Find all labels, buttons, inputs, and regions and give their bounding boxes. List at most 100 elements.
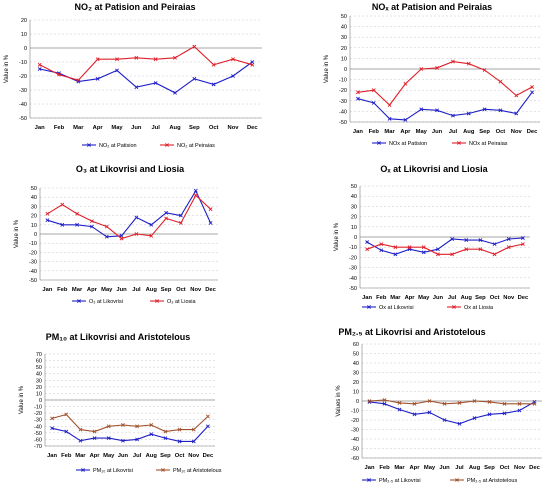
chart6-series-2-line	[369, 399, 535, 405]
chart3-series-2-point	[104, 224, 109, 229]
chart1-ytick-label: 10	[21, 32, 27, 38]
chart5-xtick-feb: Feb	[61, 453, 72, 459]
chart2-ytick-label: -30	[339, 99, 347, 105]
chart4-series-2-point	[520, 242, 525, 247]
chart2-ytick-label: -50	[339, 120, 347, 126]
chart4-xtick-feb: Feb	[376, 295, 387, 301]
chart4-ytick-label: 20	[351, 215, 357, 221]
chart6-ytick-label: 50	[353, 352, 359, 358]
chart1-title: NO₂ at Patision and Peiraias	[74, 2, 195, 12]
chart5-ytick-label: 20	[36, 385, 42, 391]
chart1-ytick-label: -40	[19, 102, 27, 108]
chart6-ytick-label: 40	[353, 361, 359, 367]
chart6-series-1-point	[427, 410, 432, 415]
chart5-series-2-point	[163, 429, 168, 434]
chart5-series-1-point	[191, 439, 196, 444]
chart2-xtick-aug: Aug	[463, 129, 475, 135]
chart5-series-2-point	[191, 427, 196, 432]
chart6-series-1-legend-marker	[367, 478, 371, 482]
chart6-ytick-label: 10	[353, 390, 359, 396]
chart5-series-2-point	[149, 423, 154, 427]
chart1-series-2-point	[76, 78, 81, 83]
chart6-series-2-point	[532, 401, 537, 406]
chart6-xtick-apr: Apr	[410, 465, 421, 471]
chart4-xtick-nov: Nov	[503, 295, 515, 301]
chart6-xtick-jun: Jun	[439, 465, 450, 471]
chart3-series-1-point	[208, 221, 213, 225]
chart5-ytick-label: 60	[36, 359, 42, 365]
chart3-xtick-dec: Dec	[205, 287, 216, 293]
chart2-series-1-point	[371, 101, 376, 105]
chart4-series-1-point	[506, 237, 511, 241]
chart3-xtick-aug: Aug	[146, 287, 158, 293]
chart3-xtick-jun: Jun	[116, 287, 127, 293]
chart4-series-1-point	[365, 240, 370, 245]
chart3-series-1-point	[45, 218, 50, 223]
chart2-title: NOₓ at Patision and Peiraias	[372, 2, 492, 12]
chart2-xtick-jul: Jul	[449, 129, 458, 135]
chart2-series-2-point	[435, 66, 440, 70]
chart3-series-1-point	[178, 213, 183, 218]
chart1-series-1-line	[39, 61, 253, 94]
chart3-ytick-label: 10	[31, 223, 37, 229]
chart4-ytick-label: -40	[349, 276, 357, 282]
chart6-series-2-point	[487, 400, 492, 404]
chart5-series-1-point	[92, 436, 97, 441]
chart6-series-1-point	[502, 411, 507, 416]
chart1-series-1-point	[76, 79, 81, 84]
chart4-series-2-line	[366, 243, 524, 255]
chart6-xtick-oct: Oct	[500, 465, 510, 471]
chart4-series-2-point	[464, 247, 469, 252]
chart2-ytick-label: 10	[341, 56, 347, 62]
chart3-series-1-point	[89, 224, 94, 229]
chart5-ytick-label: 70	[36, 352, 42, 358]
chart1-series-2-point	[173, 55, 177, 60]
chart5-ytick-label: -20	[34, 411, 42, 417]
chart2-series-2-point	[387, 103, 392, 107]
chart1-xtick-mar: Mar	[73, 125, 84, 131]
chart5-ytick-label: 10	[36, 391, 42, 397]
chart2-ylabel: Value in %	[324, 54, 330, 83]
chart1-series-1-point	[211, 82, 216, 87]
chart2-ytick-label: 50	[341, 14, 347, 20]
chart4-xtick-aug: Aug	[461, 295, 473, 301]
chart6-ytick-label: 20	[353, 380, 359, 386]
chart4-ytick-label: -20	[349, 255, 357, 261]
chart5-ytick-label: -10	[34, 405, 42, 411]
chart6-ylabel: Values in %	[336, 385, 342, 417]
chart1-ytick-label: -50	[19, 116, 27, 122]
chart3-series-1-point	[134, 215, 139, 220]
chart5-xtick-may: May	[103, 453, 115, 459]
chart1-series-1-point	[173, 90, 177, 95]
chart3-series-2-legend-label: O₃ at Liosia	[167, 299, 196, 305]
chart2-xtick-sep: Sep	[479, 129, 490, 135]
chart1-series-2-point	[134, 55, 139, 60]
chart4-ytick-label: -10	[349, 245, 357, 251]
chart1-series-1-point	[153, 81, 158, 85]
chart1-series-1-point	[115, 68, 119, 73]
chart-pm25: PM₂.₅ at Likovrisi and Aristotelous Value…	[336, 327, 542, 484]
chart4-ytick-label: 50	[351, 184, 357, 190]
chart3-ytick-label: 20	[31, 214, 37, 220]
chart2-ytick-label: 30	[341, 35, 347, 41]
chart-panel-ox: Oₓ at Likovrisi and Liosia Value in % 50 40…	[272, 162, 550, 322]
chart6-series-2-point	[442, 401, 447, 406]
chart6-ytick-label: -50	[351, 447, 359, 453]
chart6-ytick-label: -30	[351, 428, 359, 434]
chart5-series-2-point	[177, 427, 182, 432]
chart1-xtick-jul: Jul	[151, 125, 160, 131]
chart3-xtick-nov: Nov	[190, 287, 202, 293]
chart1-series-2-line	[39, 45, 253, 81]
chart3-ytick-label: 40	[31, 195, 37, 201]
chart5-xtick-apr: Apr	[90, 453, 101, 459]
chart1-series-2-point	[192, 44, 197, 49]
chart2-series-2-point	[355, 90, 360, 95]
chart5-xtick-oct: Oct	[175, 453, 185, 459]
chart3-series-2-point	[75, 211, 80, 216]
chart3-series-1-legend-marker	[77, 299, 81, 303]
chart5-ytick-label: 30	[36, 378, 42, 384]
chart3-xtick-jan: Jan	[42, 287, 52, 293]
chart4-series-2-point	[435, 252, 440, 257]
chart6-series-2-point	[382, 398, 387, 402]
chart5-ytick-label: -40	[34, 424, 42, 430]
